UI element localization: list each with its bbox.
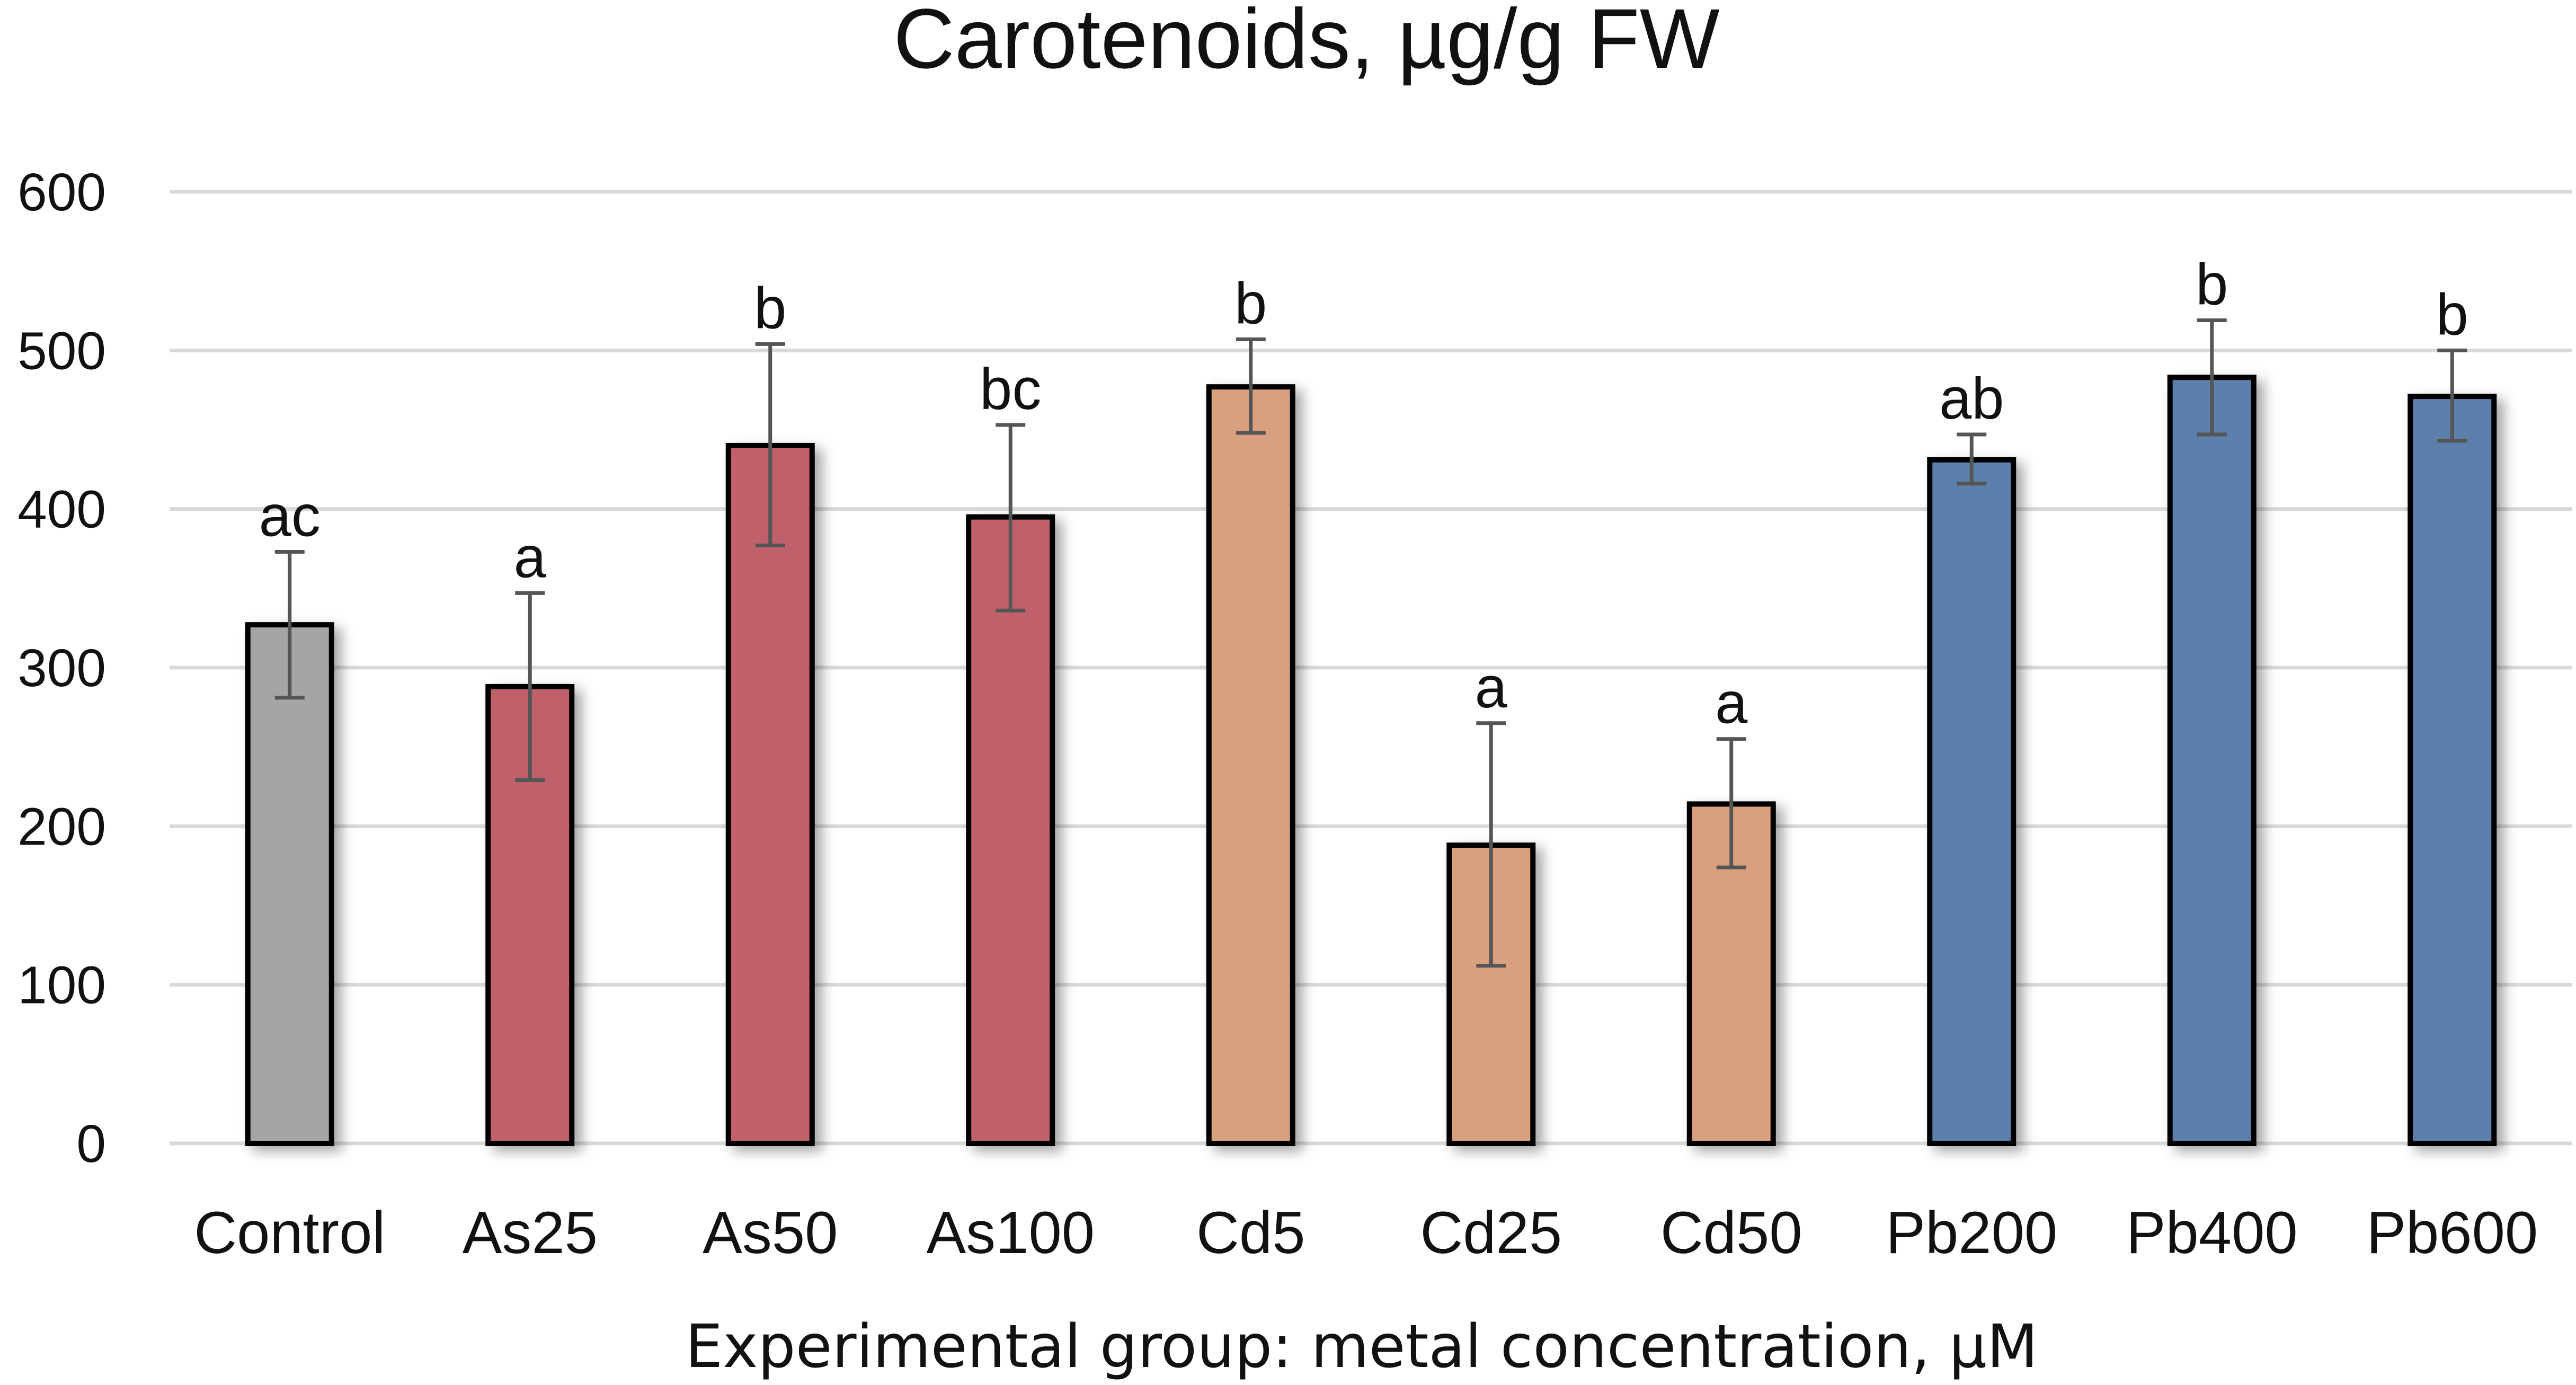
bars [245,375,2497,1147]
category-label-Control: Control [194,1200,385,1266]
error-bar-Cd50 [1716,737,1746,869]
y-tick-label: 200 [17,797,106,856]
significance-label-As25: a [514,525,547,590]
bar-Control [245,622,334,1147]
error-bar-As25 [515,591,545,783]
y-tick-label: 0 [76,1114,106,1174]
y-tick-label: 100 [17,956,106,1015]
significance-label-Cd25: a [1475,655,1508,720]
error-bar-Pb600 [2437,348,2467,443]
significance-label-As100: bc [980,357,1041,422]
category-label-As50: As50 [703,1200,838,1266]
bar-As100 [966,514,1055,1147]
error-bars [274,318,2467,968]
category-label-Pb600: Pb600 [2366,1200,2538,1266]
significance-label-As50: b [754,276,786,341]
bar-As50 [725,442,815,1146]
category-label-Pb200: Pb200 [1886,1200,2057,1266]
significance-label-Cd5: b [1234,271,1267,336]
error-bar-Pb200 [1957,432,1987,486]
bar-Pb400 [2167,375,2257,1146]
error-bar-As50 [755,342,785,548]
y-tick-label: 500 [17,321,106,380]
bar-Pb600 [2408,394,2497,1146]
x-axis-label: Experimental group: metal concentration,… [685,1312,2038,1381]
y-tick-label: 600 [17,163,106,222]
significance-label-Cd50: a [1715,671,1748,736]
y-tick-label: 300 [17,638,106,698]
category-label-Cd50: Cd50 [1660,1200,1802,1266]
category-label-Pb400: Pb400 [2126,1200,2298,1266]
y-tick-label: 400 [17,480,106,539]
error-bar-As100 [996,423,1026,612]
category-label-As100: As100 [926,1200,1095,1266]
significance-label-Control: ac [259,483,321,548]
category-label-Cd5: Cd5 [1196,1200,1305,1266]
category-label-Cd25: Cd25 [1420,1200,1562,1266]
bar-Cd5 [1206,384,1295,1146]
x-axis-categories: Control As25 As50 As100 Cd5 Cd25 Cd50 Pb200 Pb40… [194,1200,2538,1266]
bar-Pb200 [1927,457,2017,1147]
category-label-As25: As25 [463,1200,598,1266]
error-bar-Cd25 [1476,721,1506,968]
chart-title: Carotenoids, µg/g FW [893,0,1719,86]
significance-label-Pb200: ab [1939,366,2004,431]
significance-label-Pb600: b [2436,282,2468,347]
error-bar-Cd5 [1236,337,1266,435]
error-bar-Pb400 [2197,318,2227,437]
error-bar-Control [274,549,305,700]
y-axis-ticks: 0 100 200 300 400 500 600 [17,163,106,1174]
significance-label-Pb400: b [2196,252,2228,317]
